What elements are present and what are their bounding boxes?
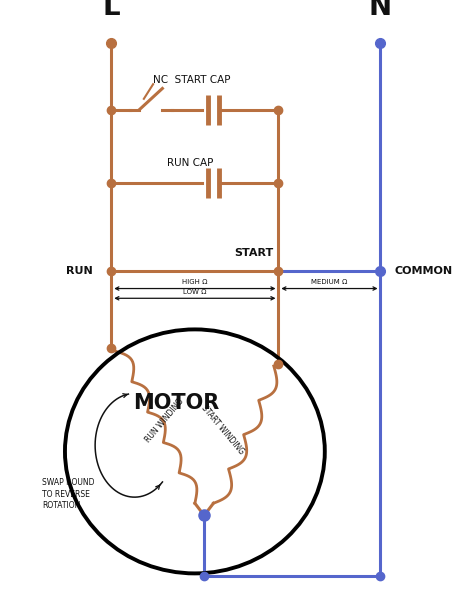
Text: NC  START CAP: NC START CAP	[153, 76, 230, 85]
Text: RUN: RUN	[66, 267, 93, 276]
Text: RUN WINDING: RUN WINDING	[144, 397, 185, 445]
Text: LOW Ω: LOW Ω	[183, 289, 206, 295]
Text: MEDIUM Ω: MEDIUM Ω	[311, 279, 347, 285]
Text: RUN CAP: RUN CAP	[167, 158, 213, 168]
Text: HIGH Ω: HIGH Ω	[182, 279, 207, 285]
Text: COMMON: COMMON	[394, 267, 451, 276]
Text: START: START	[234, 248, 273, 258]
Text: START WINDING: START WINDING	[199, 404, 245, 456]
Text: N: N	[368, 0, 391, 21]
Text: SWAP ROUND
TO REVERSE
ROTATION: SWAP ROUND TO REVERSE ROTATION	[42, 478, 94, 511]
Text: MOTOR: MOTOR	[133, 393, 219, 412]
Text: L: L	[102, 0, 120, 21]
